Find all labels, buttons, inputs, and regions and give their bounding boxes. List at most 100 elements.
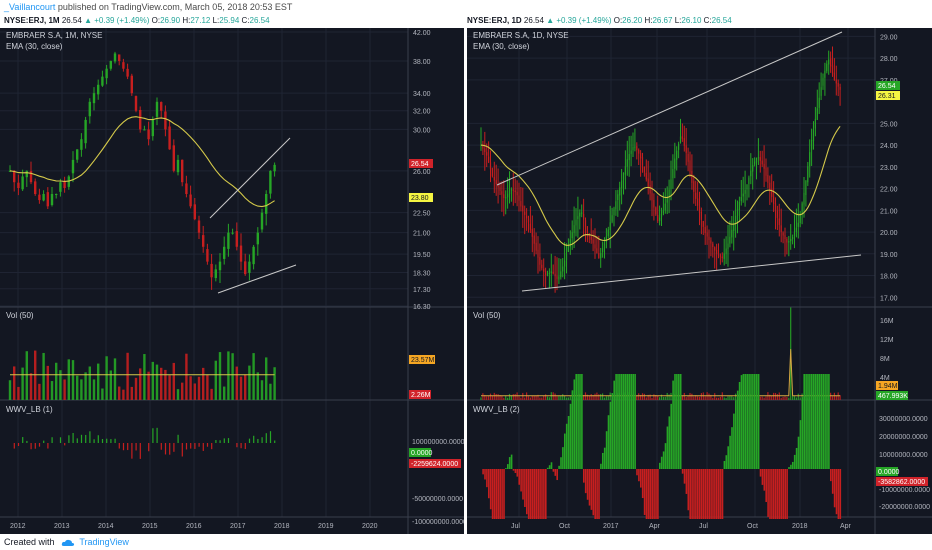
right-candle-body [809,152,811,167]
right-candle-body [499,187,501,192]
right-wwv-area-bar [569,403,572,469]
right-volume-ma [481,349,841,397]
right-candle-body [826,63,828,72]
right-wwv-area-bar [583,469,585,483]
right-wwv-area-bar [793,454,796,469]
left-volume-bar [260,380,264,400]
author-name[interactable]: _Vaillancourt [4,2,56,12]
right-candle-body [742,193,744,197]
left-change: ▲ +0.39 (+1.49%) [84,16,150,25]
right-vol-tick: 4M [880,375,890,382]
right-volume-bar [717,397,720,400]
right-volume-bar [719,396,721,400]
created-with-text: Created with [4,537,55,547]
right-candle-body [698,206,701,213]
left-wwv-bar [30,443,32,450]
right-wwv-area-bar [602,452,604,469]
right-candle-body [527,218,530,223]
right-wwv-area-bar [769,469,771,519]
left-candle-body [181,159,184,183]
left-vol-label: Vol (50) [6,311,34,320]
right-candle-body [617,194,619,201]
right-candle-body [674,158,676,169]
right-wwv-area-bar [748,374,750,469]
right-vol-tick: 16M [880,318,894,325]
left-volume-bars [8,350,276,400]
left-chart[interactable]: EMBRAER S.A, 1M, NYSE EMA (30, close) Vo… [0,28,464,534]
right-wwv-area-bar [761,469,764,485]
left-price-axis[interactable]: 42.00 38.00 34.00 32.00 30.00 26.00 22.50 21.00… [413,30,431,311]
right-trendline-upper[interactable] [496,31,843,186]
right-volume-bar [603,397,606,400]
right-candle-body [495,180,497,185]
right-low: 26.10 [681,16,702,25]
right-wwv-area-bar [491,469,494,519]
left-candle-body [59,182,62,192]
right-wwv-area-bar [529,469,532,519]
right-candle-body [647,178,649,187]
right-volume-bar [548,397,550,400]
right-wwv-area-bar [655,469,657,519]
right-candle-body [590,236,592,240]
right-candle-body [774,203,777,211]
left-price-tick: 30.00 [413,127,431,134]
right-wwv-area-bar [645,469,648,519]
right-candle-body [564,260,566,267]
right-wwv-area-bar [526,469,528,515]
left-candle-body [227,232,230,249]
right-volume-bar [640,394,642,400]
right-candle-body [643,166,645,173]
left-trendline-upper[interactable] [209,137,291,219]
left-candle-body [273,164,276,172]
left-trendline-lower[interactable] [217,264,297,294]
right-candle-body [541,264,543,269]
right-volume-bar [541,397,543,400]
right-chart[interactable]: EMBRAER S.A, 1D, NYSE EMA (30, close) Vo… [467,28,932,534]
right-time-tick: Oct [559,523,570,530]
left-candle-body [97,84,100,95]
right-time-tick: Jul [511,523,520,530]
right-candle-body [830,58,832,67]
left-volume-bar [210,388,213,400]
left-volume-bar [134,377,138,400]
right-trendline-lower[interactable] [521,254,862,292]
left-wwv-bar [265,433,267,443]
right-candle-body [486,152,488,156]
left-candle-body [46,192,49,207]
left-candle-body [50,194,54,206]
right-candle-body [683,138,685,146]
left-wwv-bar [76,438,78,443]
left-time-tick: 2016 [186,523,202,530]
left-time-tick: 2018 [274,523,290,530]
left-wwv-bar [173,443,175,452]
right-volume-bar [514,394,516,400]
left-time-tick: 2020 [362,523,378,530]
right-wwv-area-bar [556,469,558,481]
right-volume-bar [588,395,590,400]
right-volume-bar [765,396,767,400]
right-wwv-area-bar [619,374,621,469]
right-candle-body [594,244,596,249]
right-candle-body [529,223,531,230]
right-price-tick: 25.00 [880,121,898,128]
right-wwv-area-bar [546,467,549,469]
right-time-axis[interactable]: Jul Oct 2017 Apr Jul Oct 2018 Apr [511,523,852,530]
right-candle-body [666,196,668,203]
left-volume-bar [206,374,209,400]
left-wwv-bars [13,427,276,459]
left-price-tick: 32.00 [413,109,431,116]
right-volume-bar [592,395,594,400]
right-candle-body [801,203,803,215]
left-candle-body [235,231,238,247]
right-candle-body [670,179,672,189]
tradingview-brand[interactable]: TradingView [79,537,129,547]
right-wwv-area-bar [626,374,629,469]
right-volume-bar [527,396,530,400]
left-chart-title: EMBRAER S.A, 1M, NYSE [6,31,102,40]
left-wwv-bar [85,434,87,443]
right-volume-bar [546,396,549,400]
left-last-price-badge: 26.54 [411,161,429,168]
left-time-axis[interactable]: 2012 2013 2014 2015 2016 2017 2018 2019 2020 [10,523,378,530]
left-wwv-bar [26,440,28,443]
right-wwv-area-bar [510,454,513,469]
